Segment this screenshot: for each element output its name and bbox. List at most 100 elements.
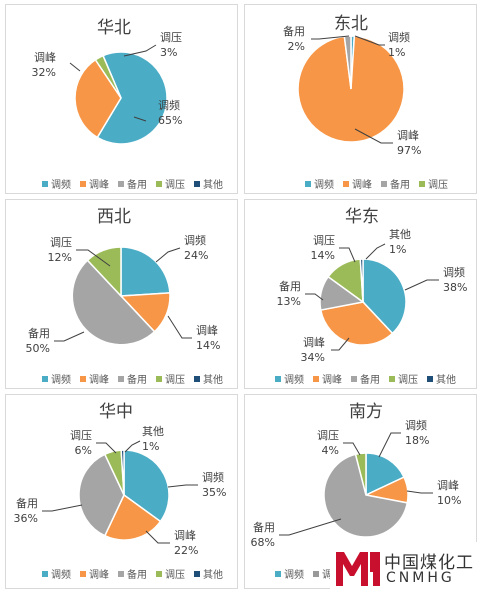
legend-label: 调频 [51, 568, 71, 581]
legend-label: 调 [322, 569, 332, 581]
legend-item: 调峰 [80, 179, 109, 191]
legend-label: 调频 [284, 373, 304, 386]
slice-name-label: 调频 [158, 98, 180, 112]
slice-value-label: 24% [184, 249, 208, 262]
legend-swatch [42, 181, 48, 187]
leader-line [339, 247, 356, 263]
chart-title: 华北 [97, 18, 131, 38]
slice-value-label: 35% [202, 486, 226, 499]
slice-value-label: 22% [174, 544, 198, 557]
leader-line [54, 331, 85, 342]
pie-panel: 西北 调频 24% 调峰 14% 备用 50% 调压 12% 调频 调峰 备用 调压 其他 [5, 199, 238, 389]
legend-swatch [194, 181, 200, 187]
slice-name-label: 调峰 [174, 529, 196, 542]
legend-item: 其他 [194, 568, 223, 581]
legend-swatch [389, 376, 395, 382]
leader-line [279, 518, 342, 536]
leader-line [76, 249, 111, 267]
pie-panel: 华东 调频 38% 调峰 34% 备用 13% 调压 14% 其他 1% 调频 调峰 备用 调压 其他 [244, 199, 477, 389]
legend-swatch [305, 181, 311, 187]
chart-title: 南方 [349, 402, 383, 422]
legend-swatch [419, 181, 425, 187]
legend-label: 调压 [398, 374, 418, 386]
legend-label: 其他 [436, 373, 456, 386]
slice-value-label: 14% [311, 249, 335, 262]
legend-swatch [118, 376, 124, 382]
leader-line [167, 315, 192, 339]
slice-value-label: 65% [158, 114, 182, 127]
pie-slice [354, 452, 367, 496]
watermark-text-en: CNMHG [386, 570, 455, 586]
leader-line [69, 62, 81, 72]
slice-value-label: 2% [288, 40, 305, 53]
leader-line [378, 432, 401, 458]
pie-slice [74, 58, 122, 139]
leader-line [42, 504, 83, 512]
legend-swatch [275, 571, 281, 577]
leader-line [404, 279, 439, 291]
leader-line [145, 530, 170, 544]
mh-logo-icon [336, 552, 380, 586]
leader-line [343, 442, 361, 456]
slice-name-label: 调频 [405, 418, 427, 432]
legend-item: 调 [313, 569, 332, 581]
slice-name-label: 备用 [16, 496, 38, 510]
legend-label: 调频 [51, 178, 71, 191]
slice-name-label: 调频 [202, 470, 224, 484]
legend-swatch [42, 376, 48, 382]
leader-line [331, 337, 350, 351]
slice-value-label: 68% [251, 536, 275, 549]
legend-item: 其他 [194, 178, 223, 191]
leader-line [406, 490, 433, 494]
legend-swatch [156, 181, 162, 187]
legend-label: 调峰 [89, 374, 109, 386]
slice-value-label: 10% [437, 494, 461, 507]
legend-label: 调峰 [352, 179, 372, 191]
pie-slice [120, 246, 171, 297]
legend-item: 备用 [118, 373, 147, 386]
legend-item: 调峰 [313, 374, 342, 386]
legend-item: 备用 [118, 178, 147, 191]
legend-item: 调压 [156, 374, 185, 386]
pie-slice [319, 301, 394, 346]
pie-slice [362, 258, 407, 335]
legend-item: 调频 [42, 373, 71, 386]
pie-slice [365, 452, 405, 497]
slice-value-label: 1% [388, 46, 405, 59]
legend-item: 备用 [351, 373, 380, 386]
slice-name-label: 调峰 [397, 129, 419, 142]
legend-label: 其他 [203, 178, 223, 191]
leader-line [167, 484, 198, 488]
legend-label: 调峰 [322, 374, 342, 386]
slice-value-label: 1% [389, 243, 406, 256]
slice-name-label: 调频 [443, 265, 465, 279]
legend-swatch [118, 181, 124, 187]
legend-item: 调压 [156, 569, 185, 581]
slice-name-label: 调峰 [196, 324, 218, 337]
slice-name-label: 调压 [160, 31, 182, 44]
slice-name-label: 备用 [28, 326, 50, 340]
legend-item: 其他 [194, 373, 223, 386]
slice-value-label: 13% [277, 295, 301, 308]
legend-label: 调频 [314, 178, 334, 191]
legend-label: 其他 [203, 568, 223, 581]
pie-panel: 华北 调频 65% 调峰 32% 调压 3% 调频 调峰 备用 调压 其他 [5, 4, 238, 194]
legend-label: 备用 [127, 178, 147, 191]
watermark: 中国煤化工 CNMHG [330, 542, 482, 594]
legend-label: 其他 [203, 373, 223, 386]
slice-name-label: 调压 [313, 234, 335, 247]
leader-line [155, 247, 181, 263]
slice-value-label: 4% [322, 444, 339, 457]
legend-label: 调压 [165, 374, 185, 386]
leader-line [354, 128, 393, 144]
slice-value-label: 6% [75, 444, 92, 457]
pie-slice [86, 246, 122, 298]
pie-slice [323, 453, 409, 538]
slice-name-label: 备用 [279, 279, 301, 293]
legend-swatch [343, 181, 349, 187]
leader-line [96, 442, 117, 454]
pie-slice [120, 449, 125, 496]
